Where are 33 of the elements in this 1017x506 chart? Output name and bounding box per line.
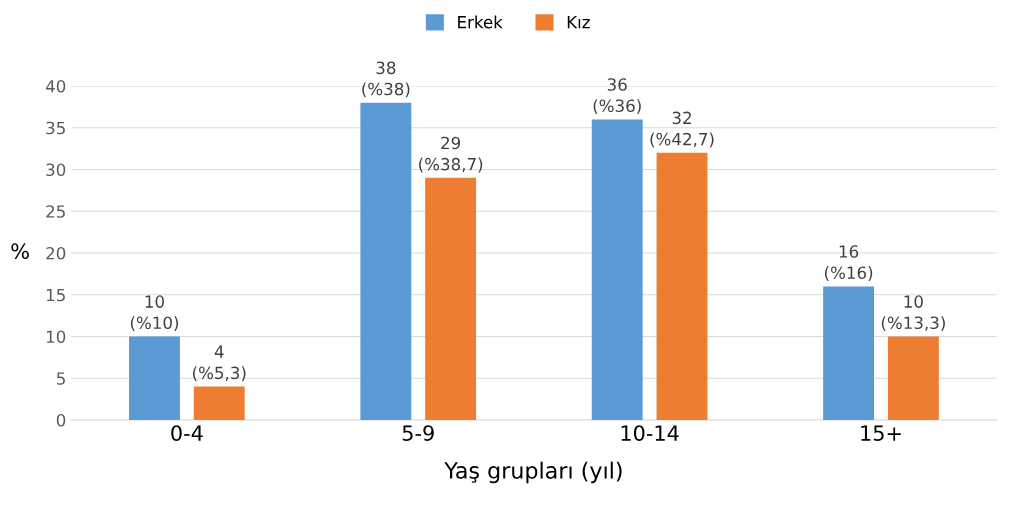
y-tick-label: 15	[46, 288, 65, 302]
bar	[193, 386, 245, 420]
data-label: 38 (%38)	[362, 61, 410, 98]
x-tick-label: 0-4	[171, 425, 203, 441]
y-tick-label: 35	[46, 121, 65, 135]
data-label: 29 (%38,7)	[419, 136, 483, 173]
y-tick-label: 40	[45, 79, 66, 93]
legend-label: Kız	[567, 16, 590, 29]
bar	[823, 286, 875, 420]
x-tick-label: 15+	[861, 425, 901, 441]
x-axis-title: Yaş grupları (yıl)	[444, 461, 622, 484]
bar	[360, 102, 412, 420]
data-label: 10 (%13,3)	[881, 295, 945, 332]
data-label: 36 (%36)	[593, 78, 641, 114]
bar	[591, 119, 643, 420]
y-tick-label: 5	[57, 372, 65, 385]
legend-label: Erkek	[458, 15, 503, 29]
bar	[129, 336, 180, 420]
y-tick-label: 30	[46, 163, 66, 177]
y-tick-label: 25	[46, 205, 65, 218]
y-tick-label: 0	[56, 413, 66, 427]
x-tick-label: 5-9	[402, 425, 434, 441]
y-tick-label: 10	[46, 330, 66, 344]
bar	[656, 152, 708, 420]
data-label: 10 (%10)	[130, 295, 179, 332]
y-tick-label: 20	[46, 246, 66, 260]
bar	[887, 336, 939, 420]
y-axis-title: %	[11, 243, 29, 260]
data-label: 16 (%16)	[824, 245, 873, 281]
bar	[425, 177, 477, 420]
x-tick-label: 10-14	[621, 425, 679, 441]
data-label: 4 (%5,3)	[193, 345, 246, 382]
data-label: 32 (%42,7)	[650, 111, 714, 148]
